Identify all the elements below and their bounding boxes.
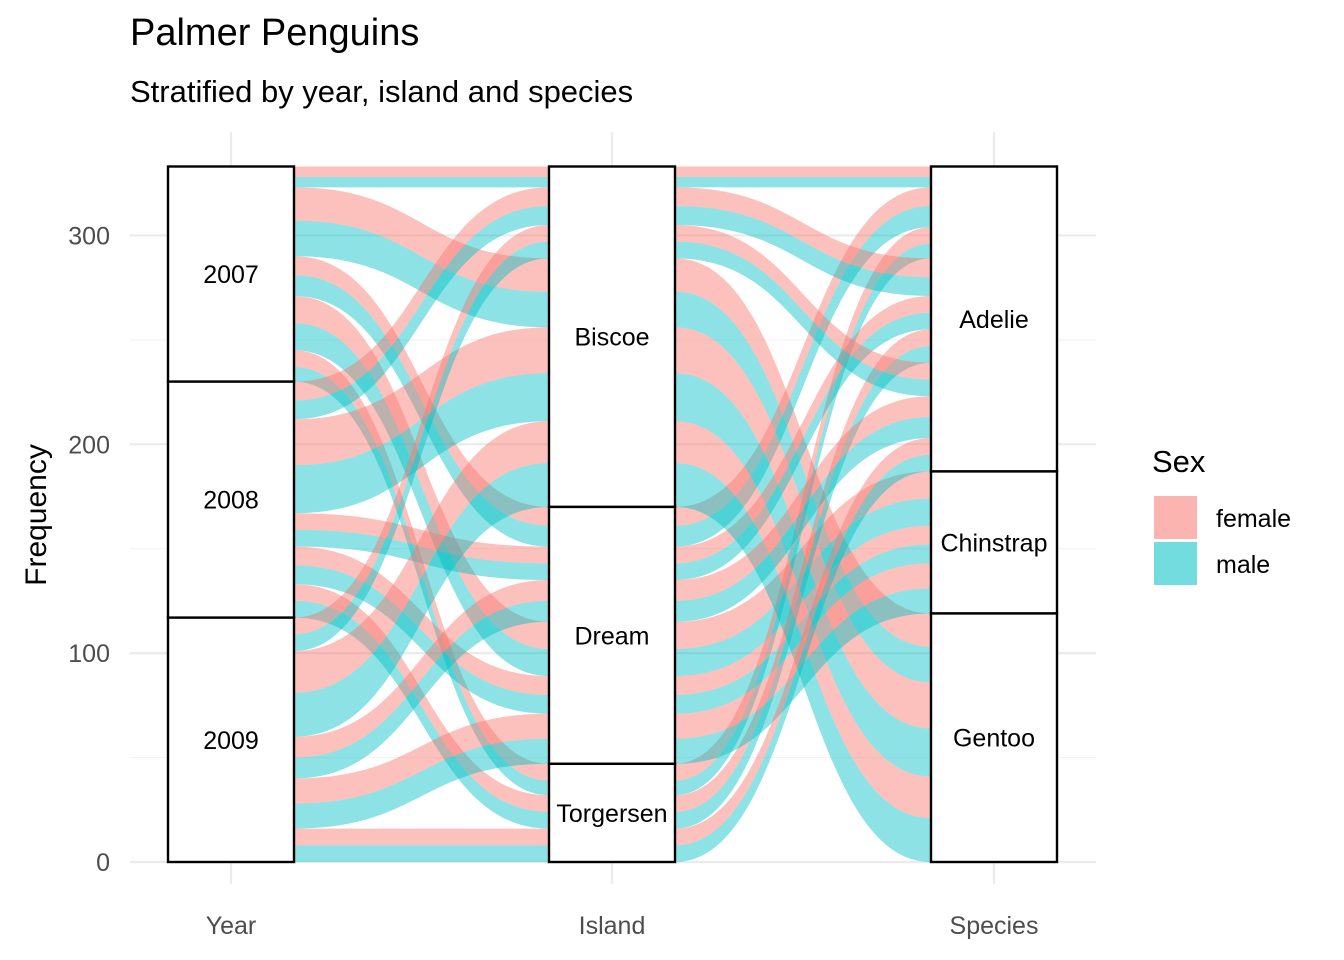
flow-ribbon-male (294, 738, 549, 829)
flow-ribbon-female (294, 256, 549, 526)
flow-ribbon-female (675, 421, 931, 819)
flow-ribbon-female (675, 224, 931, 380)
flow-ribbon-male (294, 275, 549, 547)
flow-ribbon-male (675, 463, 931, 862)
stratum-box (166, 380, 296, 619)
chart-title: Palmer Penguins (130, 12, 420, 54)
flow-ribbon-male (294, 463, 549, 737)
flow-ribbon-female (294, 828, 549, 846)
stratum-box (547, 505, 677, 766)
y-tick-label: 0 (96, 849, 110, 877)
stratum-box (547, 762, 677, 864)
flow-ribbon-female (675, 396, 931, 601)
stratum-box (166, 616, 296, 864)
y-tick-label: 100 (68, 640, 110, 668)
stratum-label: 2009 (203, 727, 259, 755)
flow-ribbon-female (294, 187, 549, 401)
legend-label: male (1216, 551, 1270, 579)
flow-ribbon-female (294, 295, 549, 649)
flow-ribbon-male (675, 588, 931, 764)
x-tick-label: Island (579, 912, 646, 940)
legend-label: female (1216, 505, 1291, 533)
flow-ribbon-female (294, 713, 549, 804)
flow-ribbon-male (294, 373, 549, 514)
flow-ribbon-male (675, 417, 931, 622)
flow-ribbon-female (675, 166, 931, 177)
flow-ribbon-male (675, 544, 931, 714)
flow-ribbon-female (675, 227, 931, 781)
flow-ribbon-female (294, 350, 549, 781)
y-tick-label: 200 (68, 431, 110, 459)
flow-ribbon-male (675, 291, 931, 683)
flow-ribbon-male (675, 312, 931, 581)
flow-ribbon-male (294, 565, 549, 714)
x-tick-label: Species (950, 912, 1039, 940)
flow-ribbon-male (294, 176, 549, 188)
flow-ribbon-male (294, 367, 549, 796)
flow-ribbon-female (294, 513, 549, 564)
flow-ribbon-female (675, 525, 931, 695)
flows-island-to-species (675, 166, 931, 862)
axes: 0 100 200 300 Year Island Species Frequency (20, 222, 1038, 940)
stratum-label: 2008 (203, 487, 259, 515)
flow-ribbon-female (294, 187, 549, 292)
stratum-label: Gentoo (953, 725, 1035, 753)
flow-ribbon-male (294, 600, 549, 779)
stratum-box (929, 165, 1059, 473)
flow-ribbon-male (675, 373, 931, 777)
legend-swatch-male (1154, 542, 1197, 585)
flow-ribbon-male (675, 243, 931, 796)
flow-ribbon-male (675, 454, 931, 862)
flow-ribbon-female (675, 327, 931, 729)
flow-ribbon-male (294, 220, 549, 328)
flow-ribbon-female (675, 563, 931, 739)
flow-ribbon-female (675, 187, 931, 526)
flow-ribbon-female (675, 438, 931, 846)
flow-ribbon-male (294, 600, 549, 829)
stratum-label: Chinstrap (941, 529, 1048, 557)
flow-ribbon-female (294, 580, 549, 758)
stratum-label: Dream (574, 622, 649, 650)
stratum-label: Biscoe (574, 324, 649, 352)
flow-ribbon-male (675, 346, 931, 829)
legend: Sex female male (1152, 444, 1291, 585)
stratum-label: Torgersen (556, 800, 667, 828)
flow-ribbon-female (294, 421, 549, 693)
stratum-label: Adelie (959, 306, 1029, 334)
stratum-box (929, 612, 1059, 864)
x-tick-label: Year (206, 912, 257, 940)
flow-ribbon-female (294, 166, 549, 177)
flow-ribbon-female (675, 471, 931, 649)
flow-ribbon-male (675, 206, 931, 296)
stratum-box (929, 470, 1059, 615)
flow-ribbon-male (294, 323, 549, 677)
flow-ribbon-female (675, 258, 931, 647)
stratum-box (166, 165, 296, 383)
flow-ribbon-male (675, 498, 931, 677)
legend-title: Sex (1152, 444, 1206, 479)
flow-ribbon-male (675, 241, 931, 397)
flow-ribbon-female (294, 224, 549, 635)
flow-ribbon-male (294, 845, 549, 862)
y-axis-title: Frequency (20, 444, 53, 586)
flow-ribbon-female (294, 327, 549, 466)
flow-ribbon-male (675, 176, 931, 188)
strata: 2007 2008 2009 Biscoe Dream Torgersen Adelie Ch… (166, 165, 1059, 864)
flow-ribbon-male (294, 206, 549, 420)
flow-ribbon-male (294, 241, 549, 652)
flow-ribbon-female (675, 329, 931, 812)
flow-ribbon-female (675, 187, 931, 278)
flow-ribbon-male (675, 206, 931, 547)
flows-year-to-island (294, 166, 549, 862)
y-tick-label: 300 (68, 222, 110, 250)
legend-swatch-female (1154, 496, 1197, 539)
chart-subtitle: Stratified by year, island and species (130, 74, 634, 109)
flow-ribbon-female (294, 546, 549, 695)
flow-ribbon-female (294, 584, 549, 812)
flow-ribbon-male (294, 529, 549, 581)
flow-ribbon-female (675, 295, 931, 564)
stratum-label: 2007 (203, 261, 259, 289)
